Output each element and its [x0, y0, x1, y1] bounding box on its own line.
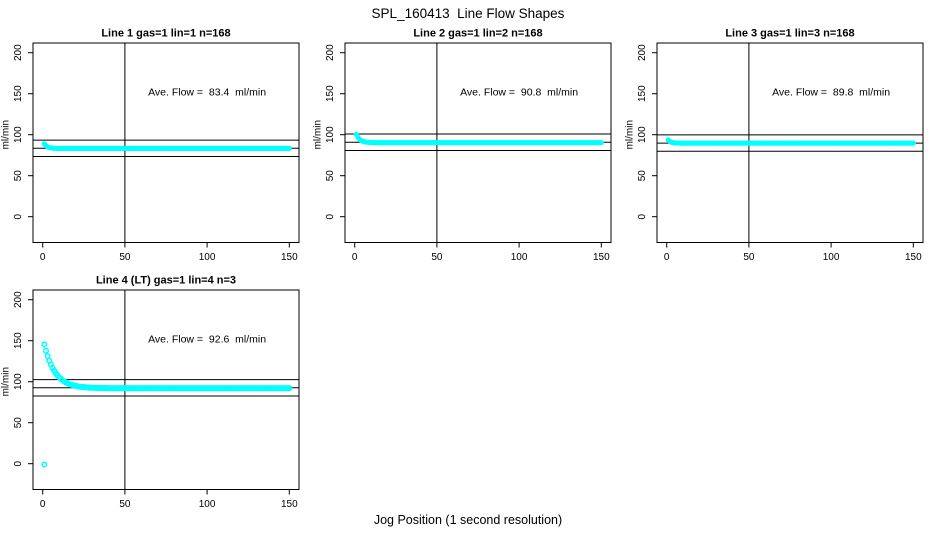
y-tick-label: 150: [325, 85, 336, 102]
panel-title: Line 4 (LT) gas=1 lin=4 n=3: [96, 275, 236, 287]
ave-flow-annotation: Ave. Flow = 90.8 ml/min: [460, 86, 578, 98]
ave-flow-annotation: Ave. Flow = 92.6 ml/min: [148, 333, 266, 345]
ave-flow-annotation: Ave. Flow = 89.8 ml/min: [772, 86, 890, 98]
data-series: [353, 131, 604, 146]
x-axis-label: Jog Position (1 second resolution): [373, 513, 563, 527]
data-point: [41, 461, 48, 468]
y-tick-label: 100: [325, 126, 336, 143]
y-tick-label: 50: [13, 417, 24, 429]
y-axis-title: ml/min: [313, 120, 324, 149]
y-tick-label: 100: [13, 373, 24, 390]
data-series: [41, 141, 292, 151]
data-point: [598, 140, 604, 146]
figure-title: SPL_160413 Line Flow Shapes: [371, 6, 565, 21]
y-tick-label: 50: [13, 170, 24, 182]
x-tick-label: 0: [40, 252, 46, 263]
panel-title: Line 1 gas=1 lin=1 n=168: [101, 28, 230, 40]
y-tick-label: 0: [325, 213, 336, 219]
y-tick-label: 50: [637, 170, 648, 182]
y-axis-title: ml/min: [1, 367, 12, 396]
y-axis-title: ml/min: [625, 120, 636, 149]
y-tick-label: 200: [325, 44, 336, 61]
y-axis-title: ml/min: [1, 120, 12, 149]
x-tick-label: 100: [511, 252, 528, 263]
x-tick-label: 0: [664, 252, 670, 263]
subplot-chart: Line 3 gas=1 lin=3 n=168 0 50 100 150 0 50 100 1…: [625, 28, 924, 263]
x-tick-label: 0: [40, 499, 46, 510]
x-tick-label: 50: [119, 252, 131, 263]
y-tick-label: 0: [637, 213, 648, 219]
x-tick-label: 50: [743, 252, 755, 263]
ave-flow-annotation: Ave. Flow = 83.4 ml/min: [148, 86, 266, 98]
x-tick-label: 50: [431, 252, 443, 263]
plot-box: [32, 42, 300, 243]
y-tick-label: 100: [637, 126, 648, 143]
y-tick-label: 150: [637, 85, 648, 102]
data-point: [910, 140, 916, 146]
x-tick-label: 150: [593, 252, 610, 263]
y-tick-label: 200: [13, 44, 24, 61]
y-tick-label: 150: [13, 332, 24, 349]
x-tick-label: 0: [352, 252, 358, 263]
x-axis: 0 50 100 150: [664, 242, 922, 263]
subplot-chart: Line 1 gas=1 lin=1 n=168 0 50 100 150 0 50 100 1…: [1, 28, 300, 263]
subplot-chart: Line 4 (LT) gas=1 lin=4 n=3 0 50 100 150 0 50 1…: [1, 275, 300, 510]
panel-line-1: Line 1 gas=1 lin=1 n=168 0 50 100 150 0 50 100 1…: [0, 25, 312, 275]
x-tick-label: 50: [119, 499, 131, 510]
data-point: [42, 347, 50, 354]
y-tick-label: 0: [13, 460, 24, 466]
x-tick-label: 100: [199, 499, 216, 510]
y-tick-label: 200: [13, 291, 24, 308]
y-axis: 0 50 100 150 200: [637, 44, 657, 219]
panel-title: Line 3 gas=1 lin=3 n=168: [725, 28, 854, 40]
x-axis: 0 50 100 150: [40, 489, 298, 510]
data-series: [41, 341, 293, 468]
panel-line-2: Line 2 gas=1 lin=2 n=168 0 50 100 150 0 50 100 1…: [312, 25, 624, 275]
x-tick-label: 150: [281, 252, 298, 263]
x-tick-label: 100: [199, 252, 216, 263]
plot-box: [344, 42, 612, 243]
data-point: [286, 145, 292, 151]
y-tick-label: 150: [13, 85, 24, 102]
data-series: [665, 137, 916, 146]
y-tick-label: 100: [13, 126, 24, 143]
data-point: [286, 385, 293, 392]
x-tick-label: 150: [905, 252, 922, 263]
y-tick-label: 50: [325, 170, 336, 182]
data-point: [41, 341, 48, 348]
x-axis: 0 50 100 150: [40, 242, 298, 263]
y-tick-label: 200: [637, 44, 648, 61]
x-axis: 0 50 100 150: [352, 242, 610, 263]
x-tick-label: 100: [823, 252, 840, 263]
y-axis: 0 50 100 150 200: [325, 44, 345, 219]
y-axis: 0 50 100 150 200: [13, 291, 33, 466]
plot-box: [32, 289, 300, 490]
panel-title: Line 2 gas=1 lin=2 n=168: [413, 28, 542, 40]
subplot-chart: Line 2 gas=1 lin=2 n=168 0 50 100 150 0 50 100 1…: [313, 28, 612, 263]
x-tick-label: 150: [281, 499, 298, 510]
panel-line-4: Line 4 (LT) gas=1 lin=4 n=3 0 50 100 150 0 50 1…: [0, 272, 312, 522]
plot-box: [656, 42, 924, 243]
panel-line-3: Line 3 gas=1 lin=3 n=168 0 50 100 150 0 50 100 1…: [624, 25, 936, 275]
y-tick-label: 0: [13, 213, 24, 219]
y-axis: 0 50 100 150 200: [13, 44, 33, 219]
